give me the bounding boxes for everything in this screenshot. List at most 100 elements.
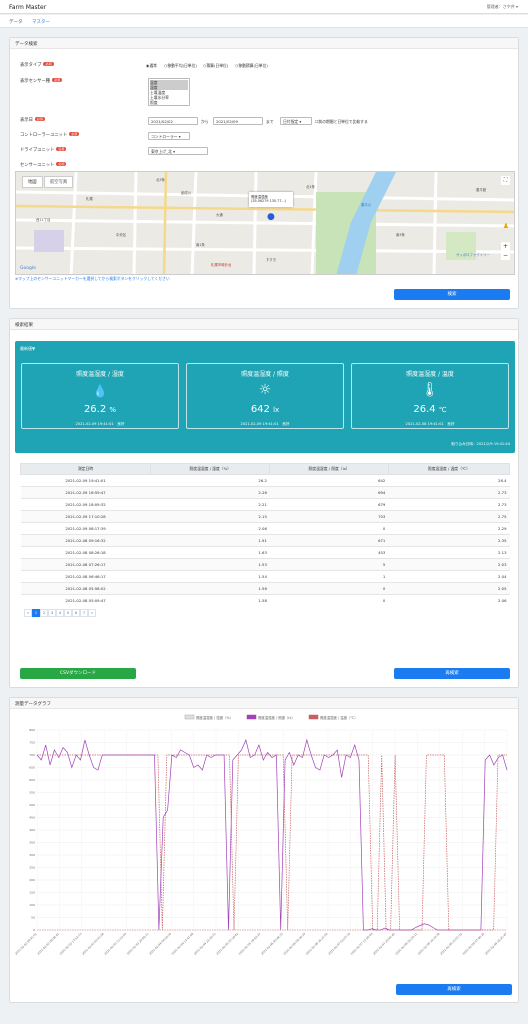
y-tick-label: 500 bbox=[29, 803, 35, 807]
latest-panel: 最新値▼ 照度温湿度 / 湿度 💧 26.2 % 2021-02-09 19:4… bbox=[15, 341, 515, 453]
legend-swatch[interactable] bbox=[246, 714, 257, 720]
nav-bar: データ マスター bbox=[0, 15, 528, 28]
page-link[interactable]: 3 bbox=[48, 609, 56, 617]
compare-checkbox[interactable]: ☐前の期間と日単位で比較する bbox=[315, 119, 368, 124]
sensor-type-listbox[interactable]: 温度 湿度 土壌温度 土壌水分率 照度 bbox=[148, 78, 190, 106]
table-cell: 2021-02-09 18:59:47 bbox=[20, 486, 151, 499]
kpi-value: 26.4 ℃ bbox=[413, 404, 447, 415]
map-tab-satellite[interactable]: 航空写真 bbox=[44, 176, 74, 188]
map-tab-map[interactable]: 地図 bbox=[22, 176, 43, 188]
map-zoom-control[interactable]: + − bbox=[501, 242, 510, 260]
display-type-moving-integrated-radio[interactable]: ○移動積算(日単位) bbox=[235, 63, 268, 68]
map-note: ※マップ上のセンサーユニットマーカーを選択してから検索ボタンをクリックしてくださ… bbox=[15, 276, 170, 281]
legend-label[interactable]: 照度温湿度 / 照度（lx） bbox=[258, 715, 295, 720]
sensor-type-option[interactable]: 土壌温度 bbox=[150, 90, 166, 95]
table-cell: 2021-02-08 07:26:17 bbox=[20, 558, 151, 571]
table-cell: 679 bbox=[269, 498, 389, 511]
map-label: 中央区 bbox=[116, 233, 127, 237]
table-cell: 26.2 bbox=[150, 474, 270, 487]
search-button[interactable]: 検索 bbox=[394, 289, 510, 300]
period-select[interactable]: 日付指定 ▾ bbox=[280, 117, 312, 125]
x-tick-label: 2021-02-04 22:30:15 bbox=[193, 932, 217, 956]
table-cell: 2.06 bbox=[150, 522, 270, 535]
legend-swatch[interactable] bbox=[308, 714, 319, 720]
illuminance-series-line[interactable] bbox=[36, 738, 508, 931]
latest-label[interactable]: 最新値▼ bbox=[20, 346, 36, 351]
y-tick-label: 700 bbox=[29, 753, 35, 757]
table-row: 2021-02-09 18:59:47 2.26 694 2.73 bbox=[20, 486, 510, 499]
x-tick-label: 2021-02-06 00:48:33 bbox=[260, 932, 284, 956]
sensor-type-option[interactable]: 湿度 bbox=[150, 85, 188, 90]
kpi-title: 照度温湿度 / 湿度 bbox=[76, 371, 124, 378]
kpi-value: 26.2 % bbox=[83, 404, 117, 415]
graph-research-button[interactable]: 再検索 bbox=[396, 984, 512, 995]
app-brand[interactable]: Farm Master bbox=[9, 4, 47, 11]
research-button[interactable]: 再検索 bbox=[394, 668, 510, 679]
table-row: 2021-02-09 08:17:39 2.06 0 2.29 bbox=[20, 522, 510, 535]
col-header[interactable]: 照度温湿度 / 湿度（%） bbox=[150, 463, 271, 475]
line-chart[interactable]: 照度温湿度 / 湿度（%） 照度温湿度 / 照度（lx） 照度温湿度 / 温度（℃）… bbox=[15, 712, 515, 962]
tab-data[interactable]: データ bbox=[9, 20, 23, 25]
page-link[interactable]: 2 bbox=[40, 609, 48, 617]
controller-select[interactable]: コントローラー ▾ bbox=[148, 132, 190, 140]
map-zoom-in-icon[interactable]: + bbox=[502, 243, 509, 250]
sensor-type-option[interactable]: 土壌水分率 bbox=[150, 95, 169, 100]
date-from-suffix: から bbox=[201, 119, 209, 124]
table-cell: 0 bbox=[269, 594, 389, 607]
map-pegman-icon[interactable]: ♟ bbox=[502, 222, 509, 230]
results-card-title: 検索結果 bbox=[10, 319, 518, 330]
display-type-label: 表示タイプ 必須 bbox=[20, 62, 54, 68]
y-tick-label: 450 bbox=[29, 816, 35, 820]
table-cell: 2021-02-09 17:10:28 bbox=[20, 510, 151, 523]
tab-master[interactable]: マスター bbox=[32, 20, 50, 25]
map-label: 豊平川 bbox=[361, 203, 372, 207]
y-tick-label: 650 bbox=[29, 766, 35, 770]
fetched-time: 取り込み日時：2021/2/9 19:41:44 bbox=[451, 442, 510, 446]
map-canvas[interactable] bbox=[16, 172, 515, 275]
date-to-input[interactable]: 2021/02/09 bbox=[213, 117, 263, 125]
page-link[interactable]: 1 bbox=[32, 609, 40, 617]
drive-select[interactable]: 東京上げ_北 ▾ bbox=[148, 147, 208, 155]
display-type-moving-avg-radio[interactable]: ○移動平均(日単位) bbox=[164, 63, 197, 68]
x-tick-label: 2021-02-07 11:56:04 bbox=[350, 932, 374, 956]
page-link[interactable]: 5 bbox=[64, 609, 72, 617]
y-tick-label: 300 bbox=[29, 853, 35, 857]
table-cell: 2.29 bbox=[388, 522, 510, 535]
map[interactable]: 地図 航空写真 照度温湿度 (35.56279 135.77...) ● 札幌 … bbox=[15, 171, 515, 275]
display-type-normal-radio[interactable]: ◉通常 bbox=[146, 63, 157, 68]
x-tick-label: 2021-02-07 20:40:45 bbox=[372, 932, 396, 956]
sensor-type-option[interactable]: 照度 bbox=[150, 100, 158, 105]
map-label: すすき bbox=[266, 258, 277, 262]
page-link[interactable]: 6 bbox=[72, 609, 80, 617]
legend-label[interactable]: 照度温湿度 / 温度（℃） bbox=[320, 715, 358, 720]
sun-icon: ☼ bbox=[258, 382, 272, 398]
map-label: 南1条 bbox=[196, 243, 205, 247]
legend-swatch[interactable] bbox=[184, 714, 195, 720]
page-link[interactable]: » bbox=[88, 609, 96, 617]
controller-label: コントローラーユニット 必須 bbox=[20, 132, 80, 138]
map-fullscreen-icon[interactable]: ⛶ bbox=[501, 176, 510, 185]
page-link[interactable]: 4 bbox=[56, 609, 64, 617]
table-cell: 2.75 bbox=[388, 510, 510, 523]
table-cell: 694 bbox=[269, 486, 389, 499]
col-header[interactable]: 照度温湿度 / 温度（℃） bbox=[387, 463, 511, 475]
sensor-marker-icon[interactable]: ● bbox=[267, 212, 275, 222]
map-label: サッポロファクトリー bbox=[456, 253, 490, 257]
map-label: 大通 bbox=[216, 213, 223, 217]
user-menu[interactable]: 管理者：さや井 ▾ bbox=[486, 4, 518, 9]
date-from-input[interactable]: 2021/02/02 bbox=[148, 117, 198, 125]
map-popup-coords: (35.56279 135.77...) bbox=[251, 199, 286, 203]
sensor-type-option[interactable]: 温度 bbox=[150, 80, 188, 85]
csv-download-button[interactable]: CSVダウンロード bbox=[20, 668, 136, 679]
table-cell: 2021-02-08 08:26:18 bbox=[20, 546, 151, 559]
page-link[interactable]: 7 bbox=[80, 609, 88, 617]
y-tick-label: 400 bbox=[29, 828, 35, 832]
display-type-integrated-radio[interactable]: ○積算(日単位) bbox=[203, 63, 229, 68]
map-zoom-out-icon[interactable]: − bbox=[502, 252, 509, 259]
col-header[interactable]: 測定日時 bbox=[19, 463, 152, 475]
page-link[interactable]: « bbox=[24, 609, 32, 617]
col-header[interactable]: 照度温湿度 / 照度（lx） bbox=[269, 463, 389, 475]
date-label: 表示日 必須 bbox=[20, 117, 45, 123]
map-label: 南3条 bbox=[396, 233, 405, 237]
legend-label[interactable]: 照度温湿度 / 湿度（%） bbox=[196, 715, 233, 720]
